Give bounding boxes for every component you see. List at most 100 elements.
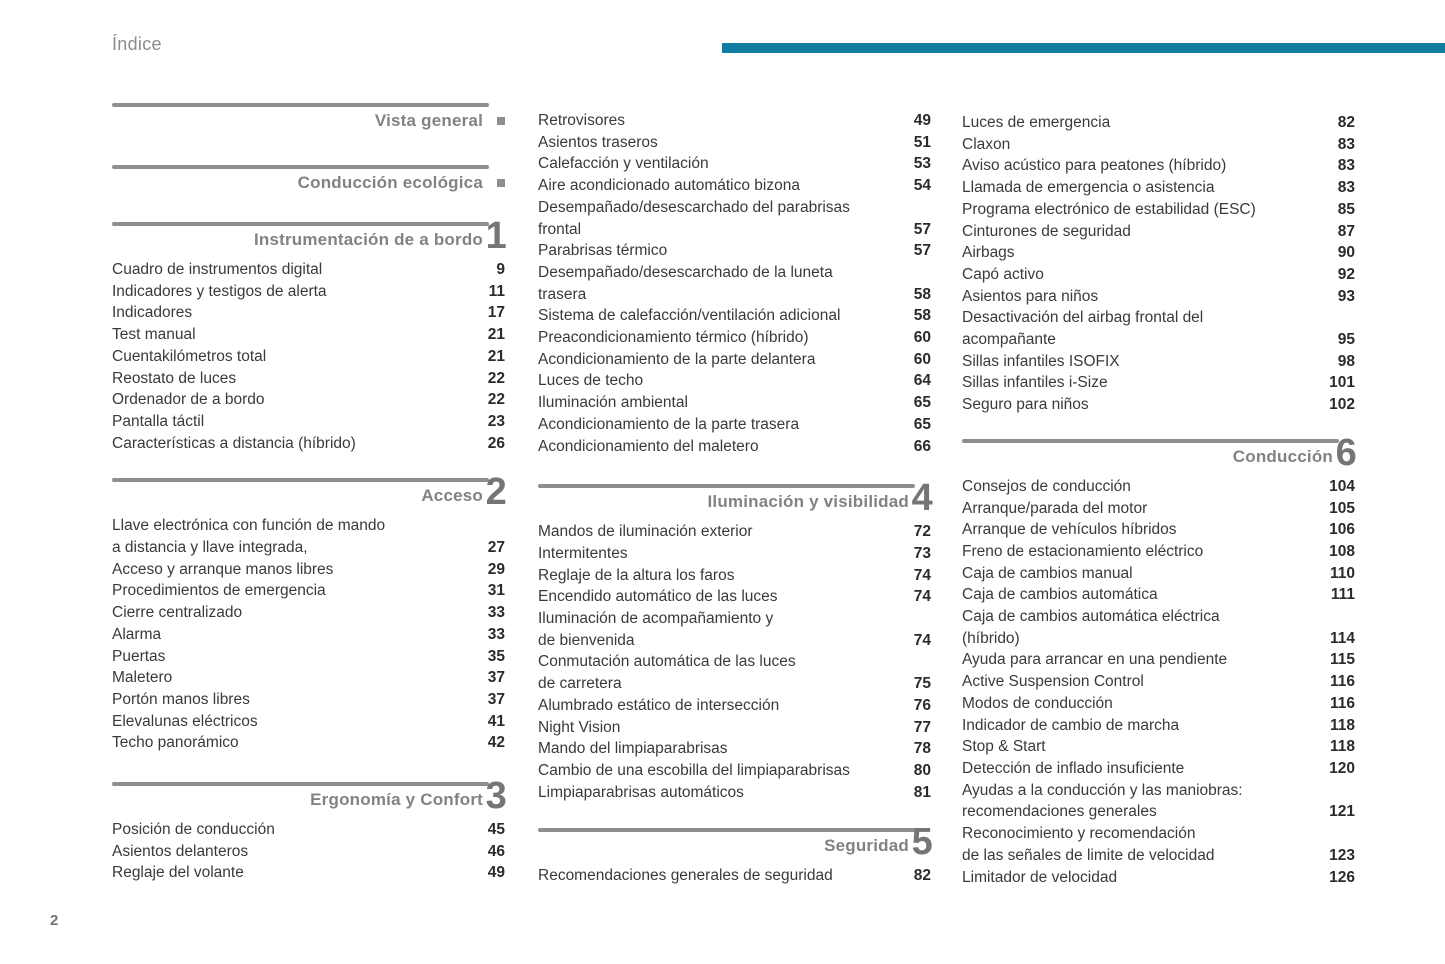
toc-entry: Sistema de calefacción/ventilación adici…	[538, 305, 931, 327]
toc-entry-page: 118	[1329, 738, 1355, 756]
section-square-marker	[497, 117, 505, 125]
toc-section-header: Seguridad 5	[538, 823, 933, 861]
toc-entry-label: Acondicionamiento de la parte delantera	[538, 350, 816, 368]
toc-entry-page: 22	[487, 391, 505, 409]
toc-entry: Acceso y arranque manos libres 29	[112, 559, 505, 581]
toc-entry-page: 41	[487, 712, 505, 730]
toc-entry-label: a distancia y llave integrada,	[112, 539, 308, 557]
toc-entry-label: frontal	[538, 220, 582, 238]
section-rule	[112, 222, 489, 226]
toc-entry: Iluminación de acompañamiento y	[538, 608, 931, 630]
toc-entry-label: Elevalunas eléctricos	[112, 712, 258, 730]
toc-entry-label: Llamada de emergencia o asistencia	[962, 179, 1215, 197]
toc-column: Retrovisores 49 Asientos traseros 51 Cal…	[538, 96, 933, 887]
toc-entry-list: Recomendaciones generales de seguridad 8…	[538, 865, 931, 887]
section-title: Iluminación y visibilidad	[707, 492, 909, 512]
toc-entry-page: 57	[913, 242, 931, 260]
toc-entry-label: Características a distancia (híbrido)	[112, 434, 356, 452]
toc-entry-label: Posición de conducción	[112, 821, 275, 839]
toc-entry-page: 33	[487, 625, 505, 643]
toc-entry-page: 64	[913, 372, 931, 390]
toc-entry: Desempañado/desescarchado de la luneta	[538, 262, 931, 284]
toc-entry-label: de bienvenida	[538, 631, 635, 649]
toc-entry: Cambio de una escobilla del limpiaparabr…	[538, 760, 931, 782]
toc-entry-label: Detección de inflado insuficiente	[962, 759, 1185, 777]
toc-entry-label: Asientos delanteros	[112, 842, 249, 860]
toc-entry-page: 21	[487, 347, 505, 365]
toc-entry: Pantalla táctil 23	[112, 411, 505, 433]
toc-column: Luces de emergencia 82 Claxon 83 Aviso a…	[962, 96, 1357, 888]
toc-entry-page: 82	[1337, 114, 1355, 131]
toc-entry-label: Procedimientos de emergencia	[112, 582, 326, 600]
toc-entry-page: 58	[913, 307, 931, 325]
toc-entry-page: 60	[913, 329, 931, 347]
toc-section-header: Conducción ecológica	[112, 165, 505, 194]
toc-entry: Caja de cambios manual 110	[962, 563, 1355, 585]
toc-entry: Reostato de luces 22	[112, 368, 505, 390]
toc-entry-label: Asientos para niños	[962, 287, 1099, 305]
toc-entry-page: 74	[913, 631, 931, 649]
toc-entry: Programa electrónico de estabilidad (ESC…	[962, 199, 1355, 221]
toc-column: Vista general Conducción ecológica Instr…	[112, 96, 507, 884]
toc-entry-label: Parabrisas térmico	[538, 242, 668, 260]
toc-entry: Consejos de conducción 104	[962, 476, 1355, 498]
toc-entry-page: 9	[496, 261, 505, 278]
toc-entry-label: Alarma	[112, 625, 162, 643]
toc-entry-label: Caja de cambios automática eléctrica	[962, 608, 1220, 626]
toc-entry-label: Limpiaparabrisas automáticos	[538, 783, 744, 801]
toc-entry-page: 121	[1329, 803, 1355, 821]
toc-entry-label: trasera	[538, 285, 587, 303]
toc-entry-page: 90	[1337, 244, 1355, 262]
toc-entry-page: 57	[913, 220, 931, 238]
toc-entry-label: Indicadores y testigos de alerta	[112, 282, 327, 300]
toc-entry: Stop & Start 118	[962, 736, 1355, 758]
toc-entry-page: 76	[913, 696, 931, 714]
toc-entry: Reconocimiento y recomendación	[962, 823, 1355, 845]
toc-entry-page: 27	[487, 539, 505, 557]
section-rule	[112, 478, 489, 483]
toc-entry-label: Intermitentes	[538, 544, 628, 562]
toc-entry: Sillas infantiles i-Size 101	[962, 372, 1355, 394]
toc-entry-page: 81	[913, 783, 931, 801]
toc-entry-page: 65	[913, 415, 931, 433]
toc-entry-label: Pantalla táctil	[112, 412, 205, 430]
section-title: Seguridad	[824, 836, 909, 856]
section-rule	[112, 103, 489, 107]
toc-entry-label: de carretera	[538, 675, 622, 693]
toc-section-header: Iluminación y visibilidad 4	[538, 479, 933, 517]
toc-entry: Intermitentes 73	[538, 543, 931, 565]
toc-entry: Ayuda para arrancar en una pendiente 115	[962, 649, 1355, 671]
toc-entry-label: Reconocimiento y recomendación	[962, 825, 1196, 843]
toc-entry: Portón manos libres 37	[112, 689, 505, 711]
toc-entry-label: Reglaje de la altura los faros	[538, 566, 735, 584]
section-rule	[538, 828, 915, 833]
toc-entry-page: 93	[1337, 287, 1355, 305]
toc-entry: Techo panorámico 42	[112, 732, 505, 754]
section-number: 3	[485, 775, 507, 818]
toc-entry: Caja de cambios automática 111	[962, 584, 1355, 606]
toc-entry: Llave electrónica con función de mando	[112, 515, 505, 537]
toc-entry: Cinturones de seguridad 87	[962, 221, 1355, 243]
toc-entry-page: 53	[913, 155, 931, 173]
toc-entry: Seguro para niños 102	[962, 394, 1355, 416]
toc-entry: Caja de cambios automática eléctrica	[962, 606, 1355, 628]
toc-entry: Posición de conducción 45	[112, 819, 505, 841]
toc-entry-page: 45	[487, 821, 505, 839]
toc-entry-label: Asientos traseros	[538, 133, 658, 151]
toc-entry-page: 60	[913, 350, 931, 368]
toc-entry-label: Aviso acústico para peatones (híbrido)	[962, 157, 1227, 175]
toc-entry-label: Freno de estacionamiento eléctrico	[962, 542, 1204, 560]
toc-entry: acompañante 95	[962, 329, 1355, 351]
toc-entry: Acondicionamiento de la parte trasera 65	[538, 414, 931, 436]
toc-entry: Test manual 21	[112, 324, 505, 346]
toc-entry-page: 74	[913, 588, 931, 606]
toc-entry: Acondicionamiento de la parte delantera …	[538, 349, 931, 371]
toc-entry: recomendaciones generales 121	[962, 801, 1355, 823]
toc-entry-page: 77	[913, 718, 931, 736]
toc-entry-label: Arranque de vehículos híbridos	[962, 521, 1177, 539]
toc-entry-page: 105	[1329, 499, 1355, 517]
toc-entry: Luces de emergencia 82	[962, 112, 1355, 134]
toc-entry-label: Ordenador de a bordo	[112, 391, 265, 409]
toc-entry-label: Desempañado/desescarchado del parabrisas	[538, 198, 850, 216]
toc-entry-page: 23	[487, 412, 505, 430]
